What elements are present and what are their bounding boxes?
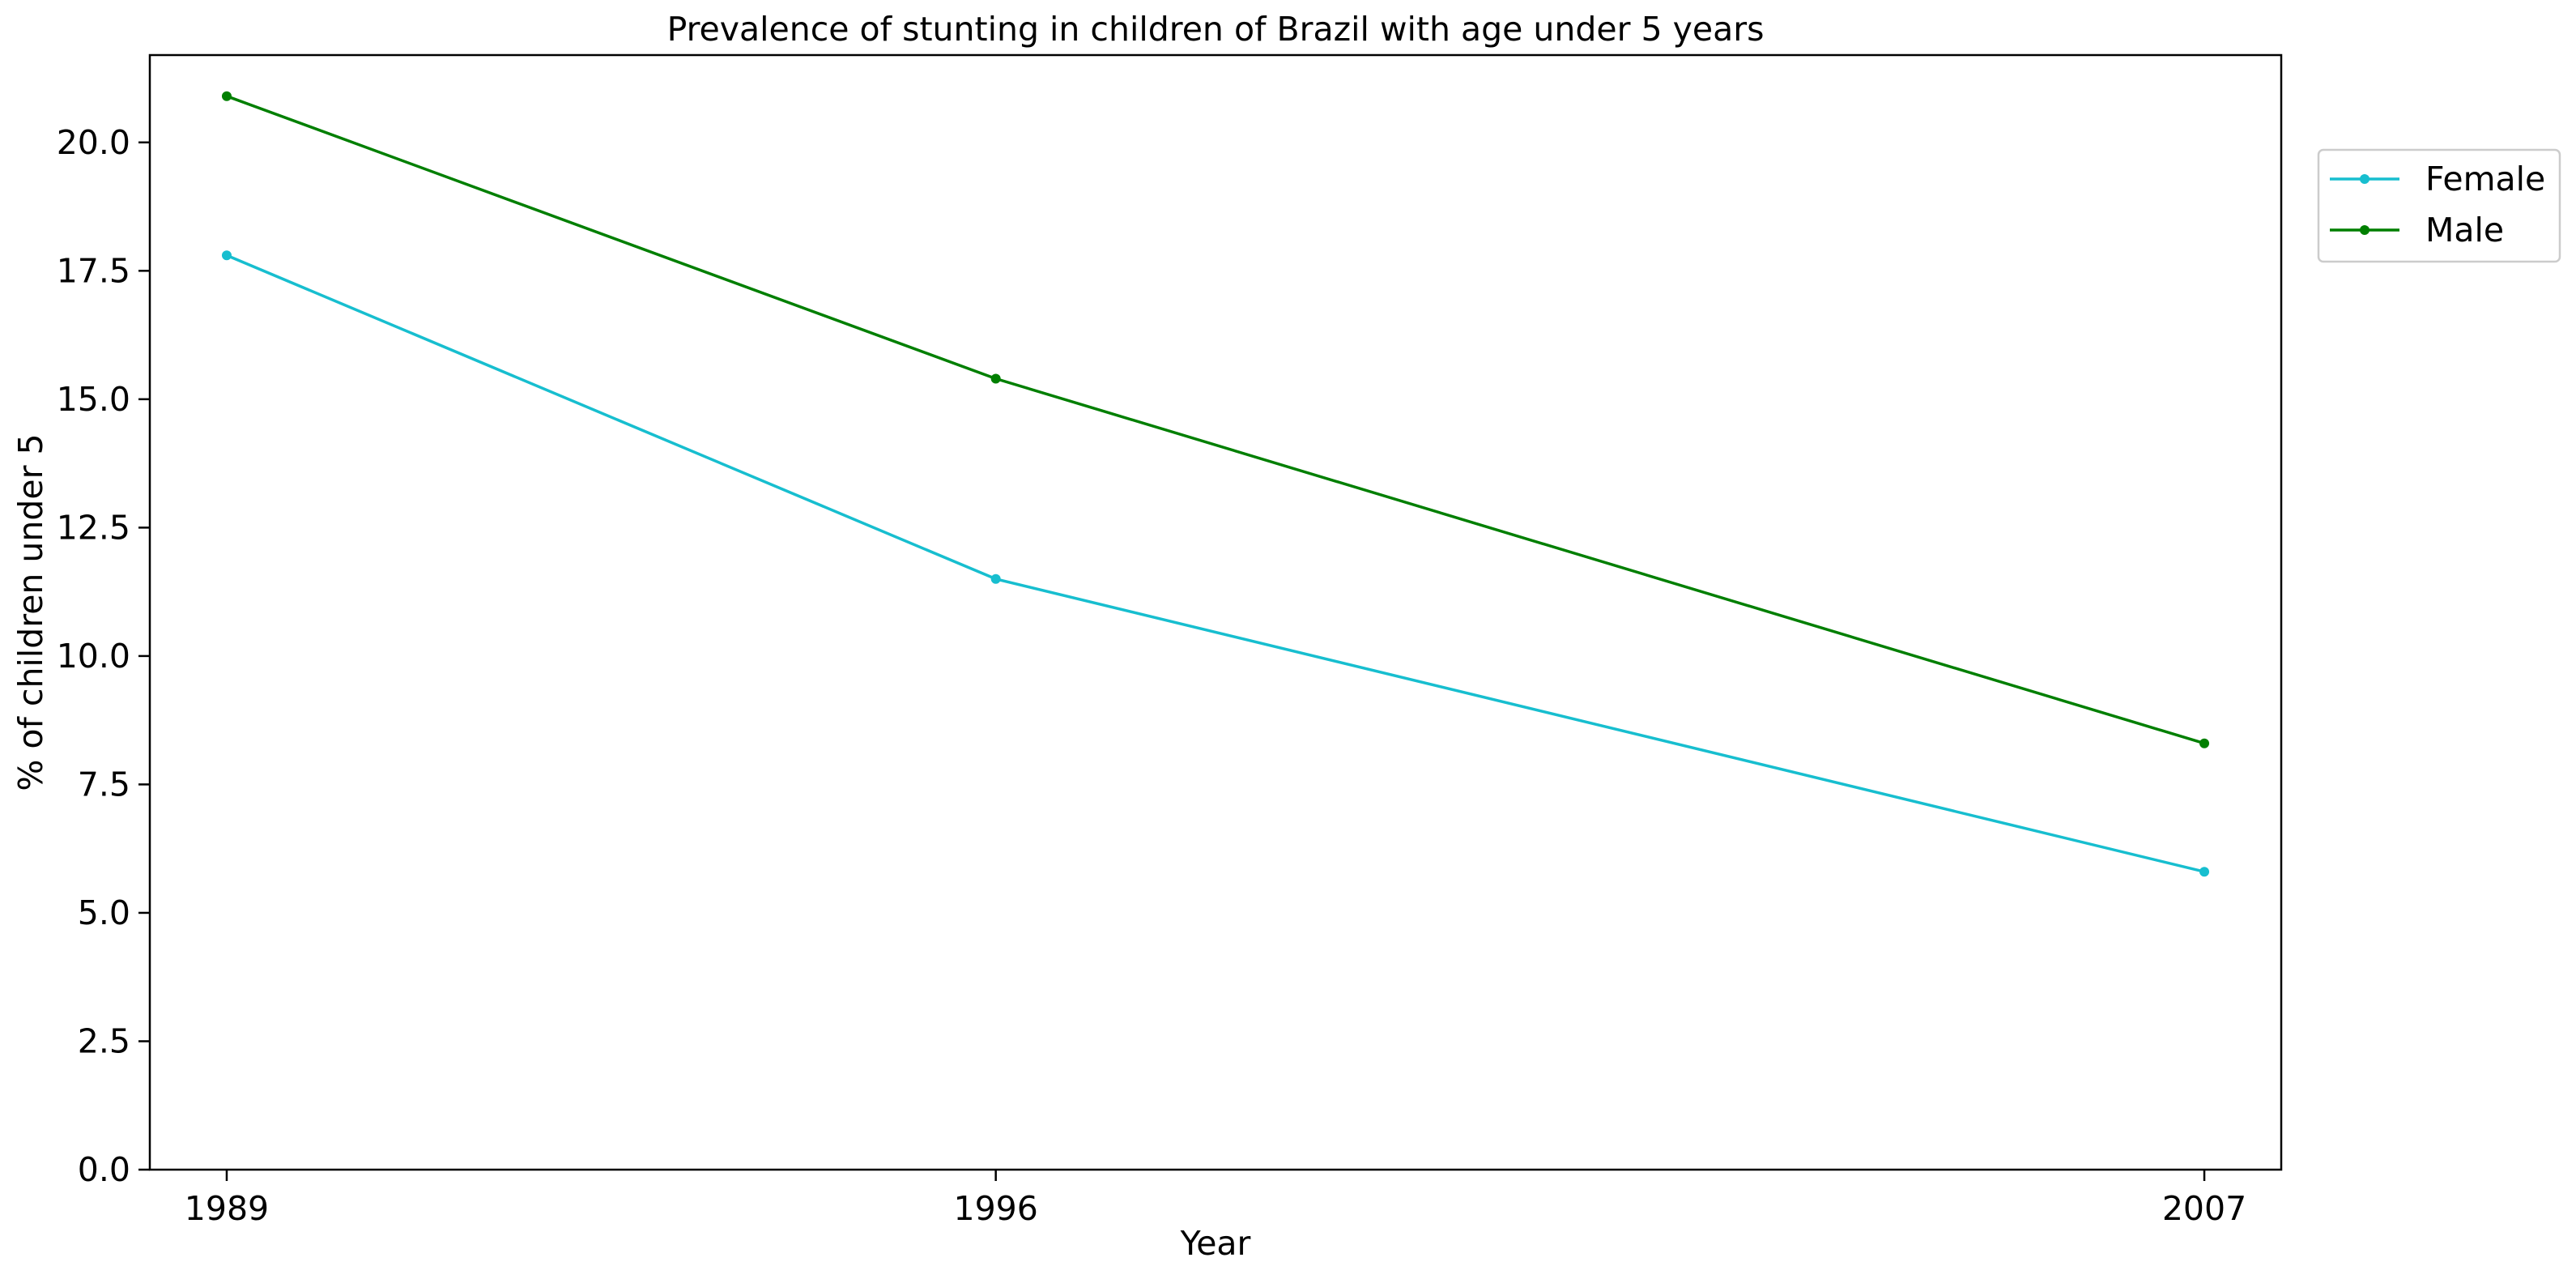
data-point-male <box>990 373 1001 384</box>
data-point-female <box>990 573 1001 584</box>
y-tick-label: 12.5 <box>57 508 130 547</box>
data-point-female <box>221 250 232 261</box>
axes-frame <box>148 53 2283 1171</box>
y-axis-label: % of children under 5 <box>11 433 50 791</box>
data-point-male <box>2199 738 2210 748</box>
x-axis-label: Year <box>1180 1224 1251 1263</box>
y-tick-label: 7.5 <box>78 765 130 804</box>
y-tick-label: 2.5 <box>78 1021 130 1060</box>
y-tick-label: 15.0 <box>57 380 130 419</box>
y-tick-label: 0.0 <box>78 1150 130 1189</box>
legend: Female Male <box>2317 148 2561 263</box>
y-tick-label: 5.0 <box>78 893 130 932</box>
legend-marker-male <box>2360 225 2369 235</box>
y-tick-label: 17.5 <box>57 251 130 290</box>
data-point-male <box>221 91 232 101</box>
y-axis: 0.0 2.5 5.0 7.5 10.0 12.5 15.0 17.5 20.0 <box>57 123 150 1189</box>
legend-label-male: Male <box>2425 211 2504 249</box>
x-tick-label: 1996 <box>953 1189 1037 1228</box>
chart-title: Prevalence of stunting in children of Br… <box>667 10 1765 49</box>
data-point-female <box>2199 867 2210 877</box>
legend-label-female: Female <box>2425 160 2545 198</box>
y-tick-label: 20.0 <box>57 123 130 162</box>
x-tick-label: 2007 <box>2162 1189 2246 1228</box>
x-axis: 1989 1996 2007 <box>185 1170 2246 1228</box>
y-tick-label: 10.0 <box>57 637 130 676</box>
x-tick-label: 1989 <box>185 1189 269 1228</box>
plot-area <box>221 91 2210 877</box>
legend-marker-female <box>2360 174 2369 184</box>
